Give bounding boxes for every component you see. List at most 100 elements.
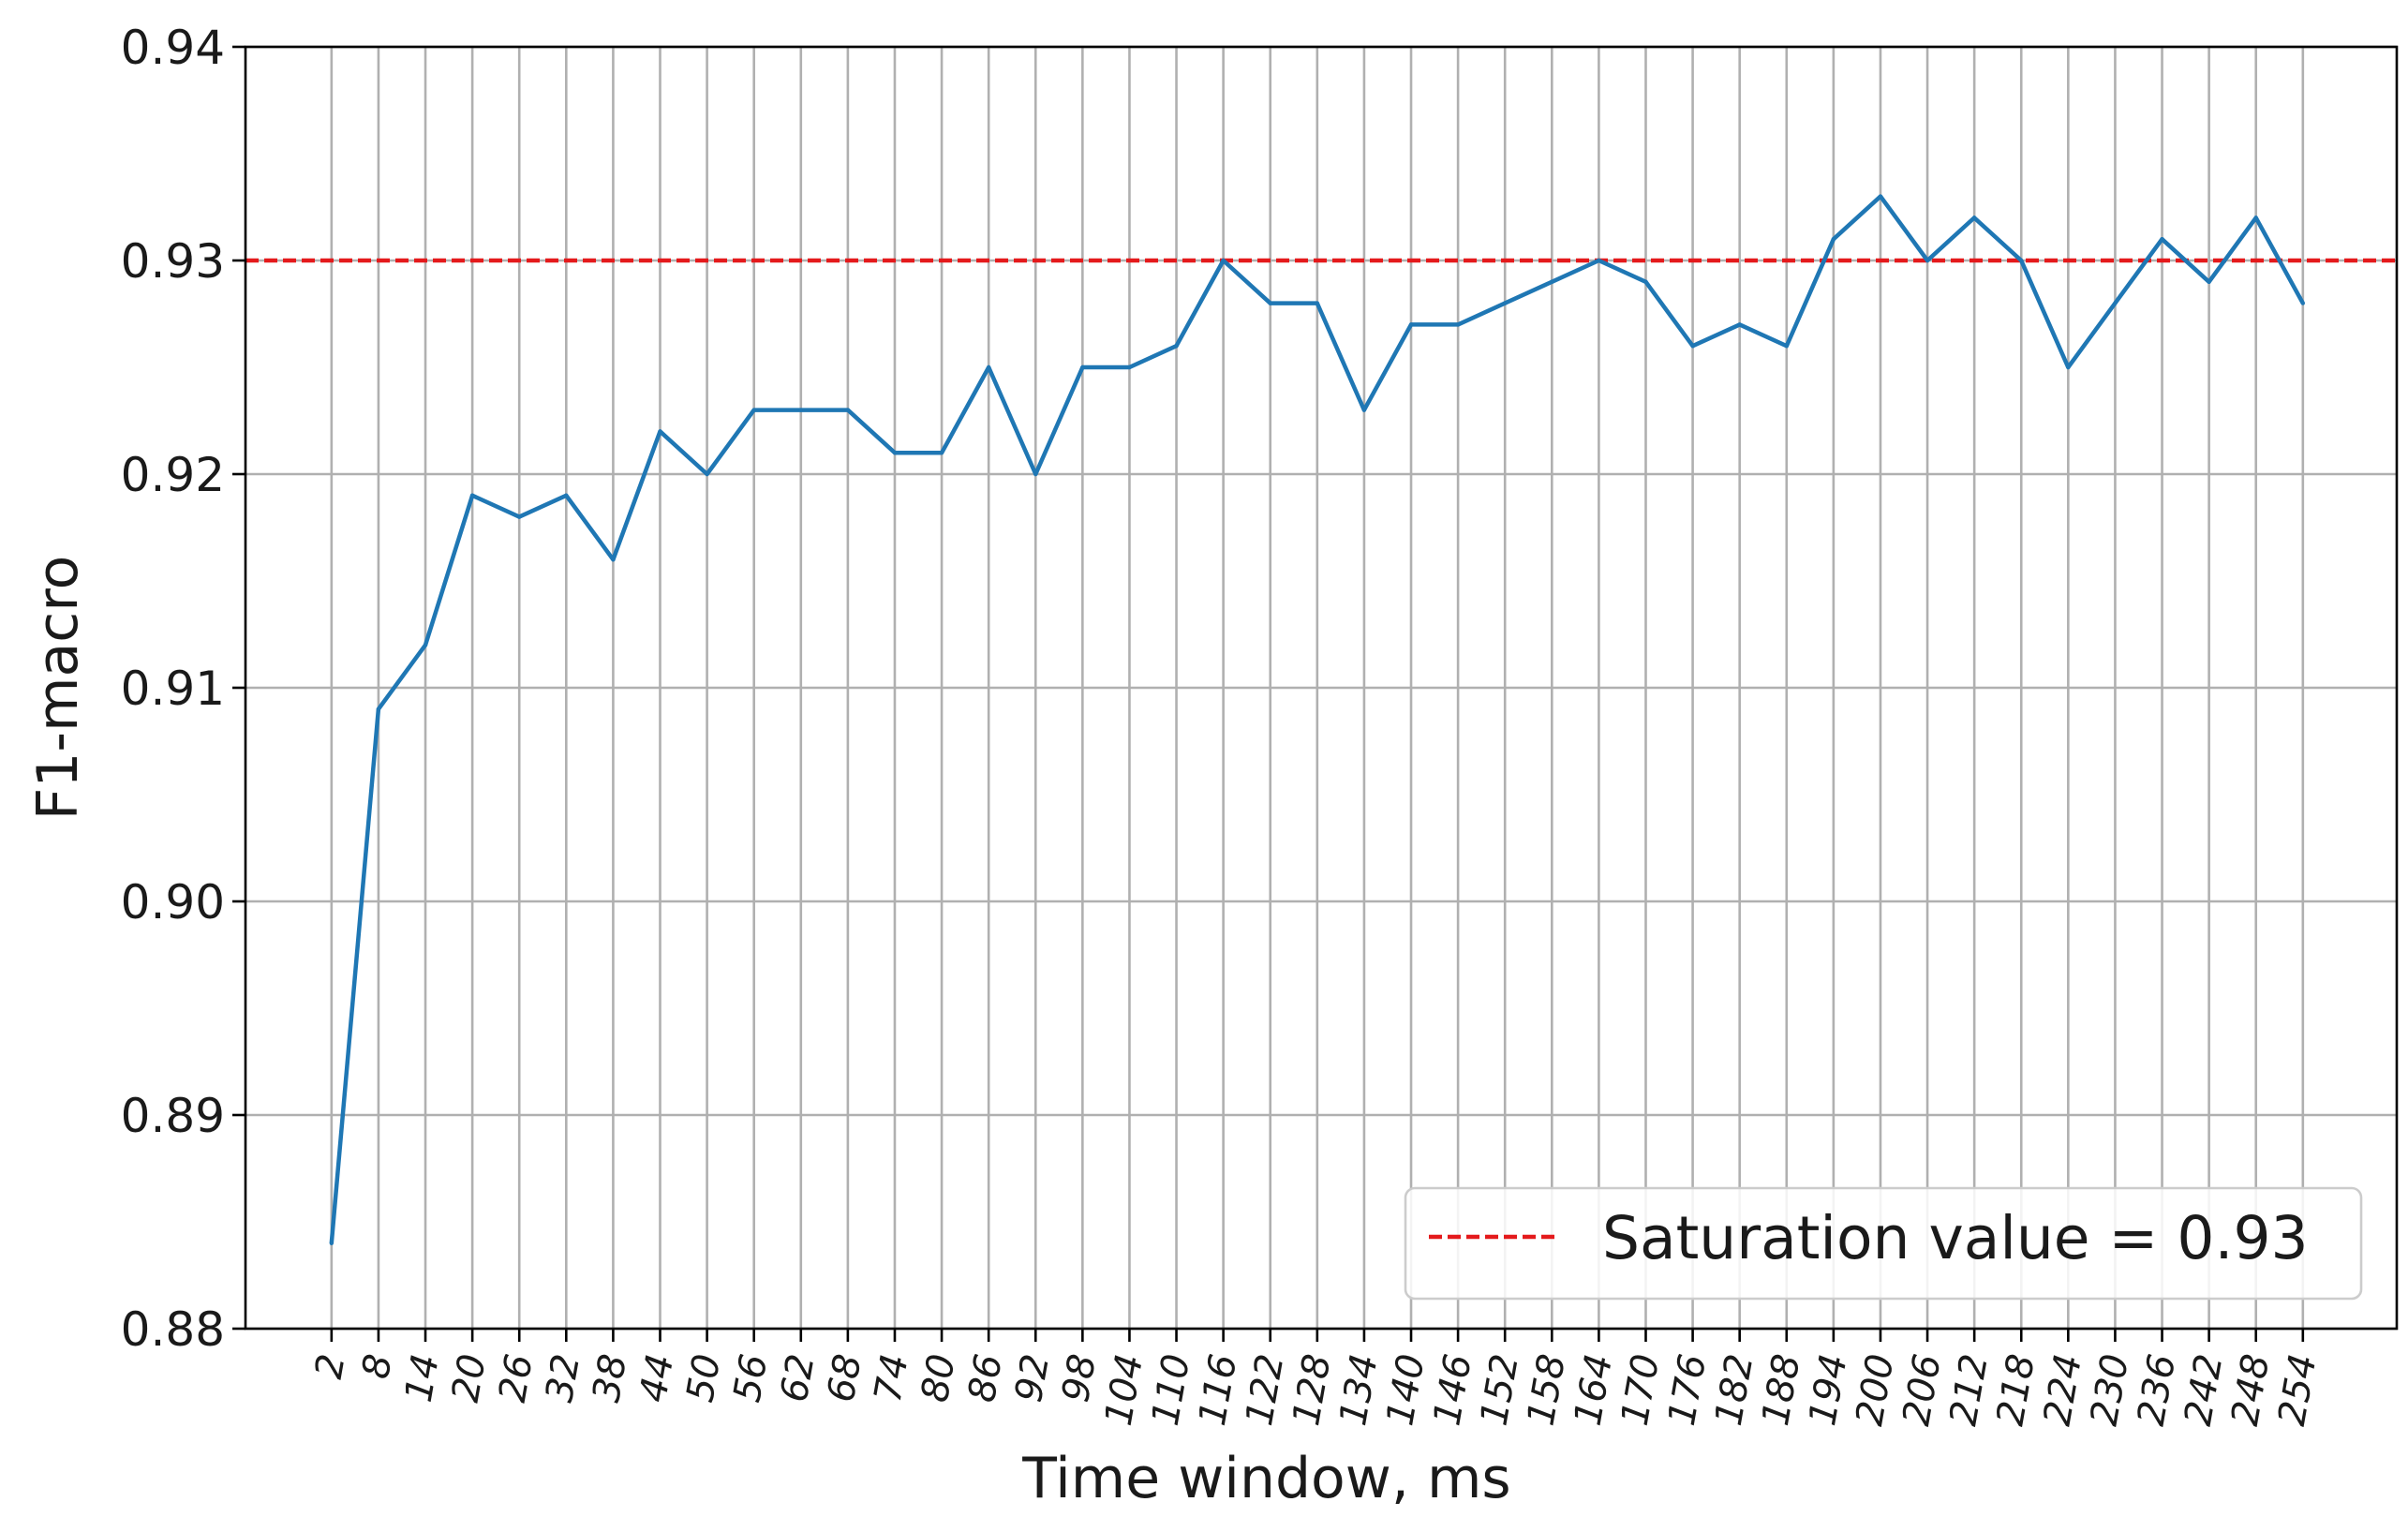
x-tick-label: 80 — [914, 1351, 964, 1405]
x-tick-label: 56 — [725, 1351, 776, 1405]
data-point — [939, 451, 944, 455]
x-tick-label: 230 — [2083, 1351, 2138, 1429]
grid — [245, 45, 2397, 1331]
y-tick-label: 0.88 — [121, 1302, 225, 1357]
data-point — [329, 1241, 334, 1246]
y-tick-label: 0.90 — [121, 875, 225, 930]
x-tick-label: 212 — [1941, 1351, 1997, 1429]
x-tick-label: 8 — [354, 1351, 401, 1382]
x-tick-label: 20 — [444, 1351, 495, 1405]
data-point — [1925, 258, 1930, 263]
data-point — [1361, 408, 1367, 412]
data-point — [1033, 471, 1038, 477]
data-point — [1080, 364, 1085, 370]
x-axis-ticks: 2 814202632384450566268748086929810411011… — [307, 1329, 2326, 1429]
data-point — [751, 408, 756, 412]
legend-box — [1404, 1186, 2363, 1301]
x-tick-label: 200 — [1848, 1351, 1903, 1429]
x-tick-label: 206 — [1895, 1351, 1950, 1429]
x-tick-label: 176 — [1660, 1351, 1716, 1429]
x-tick-label: 44 — [632, 1351, 682, 1405]
data-point — [1784, 344, 1789, 349]
data-point — [1597, 258, 1601, 263]
data-point — [2113, 301, 2118, 305]
x-tick-label: 38 — [585, 1351, 635, 1405]
data-point — [798, 408, 803, 412]
data-point — [423, 643, 428, 647]
data-point — [2253, 216, 2258, 220]
legend: Saturation value = 0.93 — [1404, 1186, 2363, 1301]
x-tick-label: 194 — [1801, 1351, 1856, 1429]
data-point — [845, 408, 851, 412]
x-tick-label: 152 — [1472, 1351, 1527, 1429]
data-point — [1737, 322, 1742, 327]
x-axis-label: Time window, ms — [1021, 1446, 1510, 1511]
data-point — [2300, 301, 2306, 305]
data-point — [517, 514, 522, 519]
data-point — [2066, 364, 2071, 370]
x-tick-label: 146 — [1425, 1351, 1480, 1429]
x-tick-label: 74 — [867, 1351, 917, 1405]
x-tick-label: 110 — [1144, 1351, 1199, 1429]
x-tick-label: 254 — [2270, 1351, 2326, 1429]
x-tick-label: 14 — [397, 1351, 448, 1405]
data-point — [892, 451, 898, 455]
x-tick-label: 188 — [1754, 1351, 1809, 1429]
data-point — [1174, 344, 1179, 349]
data-point — [469, 493, 475, 498]
data-point — [1455, 322, 1461, 327]
data-point — [1315, 301, 1320, 305]
x-tick-label: 50 — [678, 1351, 729, 1405]
x-tick-label: 236 — [2130, 1351, 2185, 1429]
data-point — [1221, 258, 1226, 263]
x-tick-label: 140 — [1378, 1351, 1434, 1429]
x-tick-label: 32 — [538, 1351, 588, 1405]
x-tick-label: 98 — [1054, 1351, 1105, 1405]
x-tick-label: 248 — [2223, 1351, 2279, 1429]
data-point — [1503, 301, 1508, 305]
data-point — [2207, 279, 2211, 284]
x-tick-label: 62 — [772, 1351, 823, 1405]
data-point — [2019, 258, 2024, 263]
data-point — [1690, 344, 1695, 349]
x-tick-label: 164 — [1567, 1351, 1622, 1429]
data-point — [1550, 279, 1554, 284]
x-tick-label: 134 — [1331, 1351, 1387, 1429]
y-tick-label: 0.94 — [121, 21, 225, 75]
data-point — [564, 493, 569, 498]
data-point — [658, 429, 662, 434]
series-layer — [329, 194, 2306, 1246]
x-tick-label: 224 — [2036, 1351, 2091, 1429]
x-tick-label: 182 — [1707, 1351, 1762, 1429]
x-tick-label: 92 — [1007, 1351, 1058, 1405]
data-point — [1971, 216, 1977, 220]
data-point — [1878, 194, 1883, 199]
x-tick-label: 218 — [1989, 1351, 2044, 1429]
legend-entry-label: Saturation value = 0.93 — [1602, 1204, 2309, 1272]
x-tick-label: 122 — [1238, 1351, 1293, 1429]
data-point — [705, 471, 709, 477]
x-tick-label: 158 — [1520, 1351, 1575, 1429]
x-tick-label: 26 — [491, 1351, 542, 1405]
data-point — [376, 706, 381, 711]
data-point — [2160, 237, 2164, 242]
data-point — [611, 558, 616, 562]
y-axis-ticks: 0.88 0.89 0.90 0.91 0.92 0.93 0.94 — [121, 21, 245, 1357]
data-point — [1643, 279, 1648, 284]
data-point — [986, 364, 991, 370]
y-axis-label: F1-macro — [25, 556, 91, 821]
data-point — [1268, 301, 1272, 305]
y-tick-label: 0.93 — [121, 234, 225, 289]
x-tick-label: 86 — [960, 1351, 1011, 1405]
x-tick-label: 116 — [1191, 1351, 1246, 1429]
y-tick-label: 0.89 — [121, 1089, 225, 1143]
x-tick-label: 242 — [2177, 1351, 2232, 1429]
data-point — [1127, 364, 1132, 370]
x-tick-label: 128 — [1285, 1351, 1340, 1429]
y-tick-label: 0.92 — [121, 448, 225, 502]
x-tick-label: 104 — [1097, 1351, 1152, 1429]
x-tick-label: 68 — [820, 1351, 870, 1405]
data-point — [1408, 322, 1414, 327]
data-point — [1831, 237, 1836, 242]
